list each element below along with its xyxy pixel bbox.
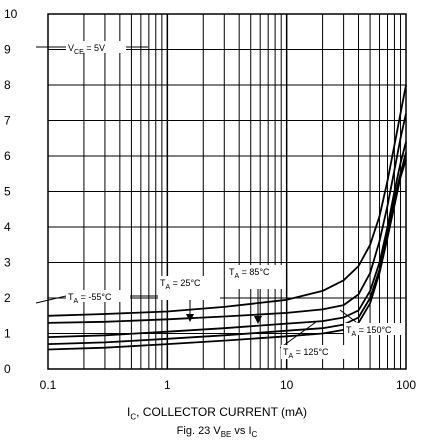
y-tick-label: 9 <box>4 43 11 57</box>
y-tick-label: 6 <box>4 149 11 163</box>
y-tick-label: 3 <box>4 256 11 270</box>
figure-caption: Fig. 23 VBE vs IC <box>0 425 434 439</box>
x-tick-label: 10 <box>280 378 294 392</box>
annotation-vce: VCE = 5V <box>68 43 105 56</box>
y-tick-label: 7 <box>4 114 11 128</box>
x-tick-label: 0.1 <box>40 378 57 392</box>
y-tick-label: 10 <box>4 7 18 21</box>
y-tick-label: 8 <box>4 78 11 92</box>
arrow-head <box>254 316 262 324</box>
series-line <box>48 153 406 345</box>
x-tick-label: 1 <box>164 378 171 392</box>
y-tick-label: 0 <box>4 362 11 376</box>
y-tick-label: 4 <box>4 220 11 234</box>
y-tick-label: 1 <box>4 327 11 341</box>
series-line <box>48 142 406 337</box>
x-tick-label: 100 <box>396 378 416 392</box>
x-axis-label: IC, COLLECTOR CURRENT (mA) <box>0 405 434 421</box>
y-tick-label: 5 <box>4 185 11 199</box>
series-lines <box>48 85 406 350</box>
y-tick-label: 2 <box>4 291 11 305</box>
leader-line <box>36 296 66 303</box>
